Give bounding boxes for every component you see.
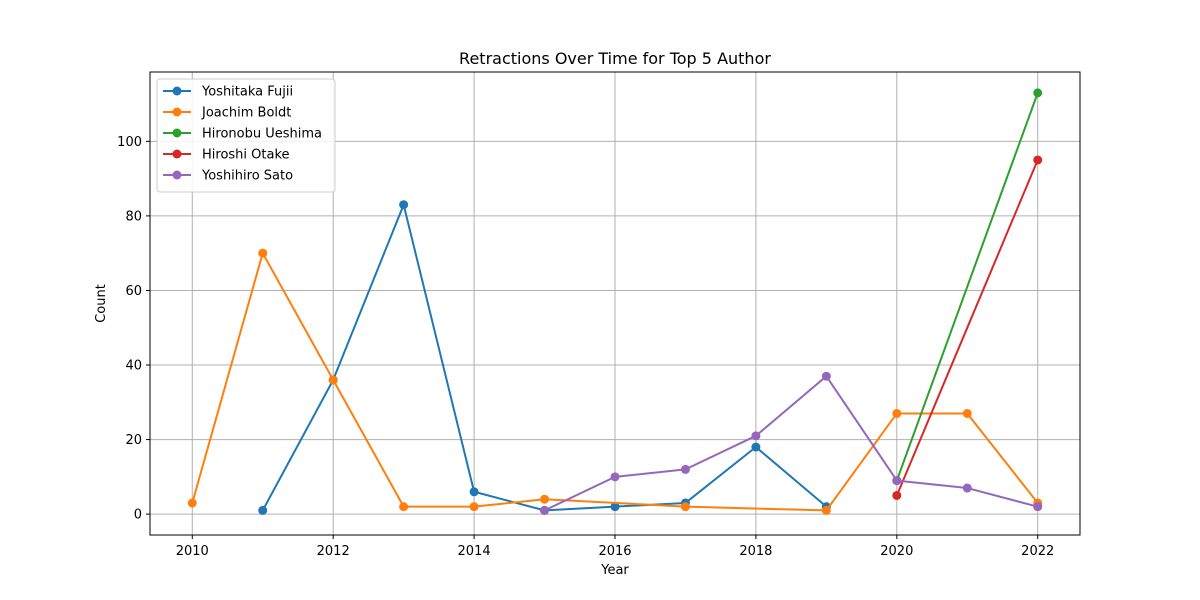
- data-point: [258, 505, 268, 515]
- data-point: [892, 490, 902, 500]
- data-point: [540, 505, 550, 515]
- x-tick-label: 2020: [880, 544, 913, 559]
- legend: Yoshitaka Fujii Joachim Boldt Hironobu Ues…: [156, 78, 336, 193]
- legend-swatch-marker: [172, 170, 182, 180]
- x-tick-label: 2014: [458, 544, 491, 559]
- series-line: [544, 375, 1038, 512]
- grid: [150, 72, 1080, 535]
- legend-swatch-marker: [172, 86, 182, 96]
- data-point: [1033, 502, 1043, 512]
- y-tick-label: 0: [134, 508, 142, 523]
- y-tick-label: 60: [125, 284, 142, 299]
- y-axis-ticks: 0 20 40 60 80 100: [117, 135, 150, 523]
- series-yoshihiro-sato: [540, 371, 1043, 515]
- x-tick-label: 2016: [598, 544, 631, 559]
- x-axis-ticks: 2010 2012 2014 2016 2018 2020 2022: [176, 535, 1054, 559]
- data-point: [962, 483, 972, 493]
- x-tick-label: 2012: [317, 544, 350, 559]
- data-point: [187, 498, 197, 508]
- series-line: [261, 203, 828, 512]
- legend-item: Yoshihiro Sato: [163, 169, 293, 184]
- data-point: [821, 505, 831, 515]
- data-point: [751, 431, 761, 441]
- series-line: [895, 92, 1039, 481]
- data-point: [328, 375, 338, 385]
- data-point: [1033, 88, 1043, 98]
- legend-label: Hiroshi Otake: [202, 148, 290, 163]
- series-hironobu-ueshima: [892, 88, 1043, 486]
- data-point: [680, 464, 690, 474]
- chart-title: Retractions Over Time for Top 5 Author: [459, 49, 771, 68]
- y-axis-label: Count: [94, 284, 109, 323]
- legend-box: [156, 78, 336, 193]
- legend-swatch-marker: [172, 149, 182, 159]
- x-tick-label: 2010: [176, 544, 209, 559]
- data-point: [751, 442, 761, 452]
- data-point: [399, 502, 409, 512]
- y-tick-label: 40: [125, 359, 142, 374]
- x-tick-label: 2018: [739, 544, 772, 559]
- data-point: [892, 476, 902, 486]
- series-layer: [187, 88, 1043, 515]
- series-yoshitaka-fujii: [258, 200, 831, 515]
- legend-item: Hironobu Ueshima: [163, 127, 322, 142]
- data-point: [610, 502, 620, 512]
- data-point: [469, 487, 479, 497]
- data-point: [469, 502, 479, 512]
- y-tick-label: 20: [125, 433, 142, 448]
- legend-label: Yoshitaka Fujii: [201, 85, 293, 100]
- legend-item: Yoshitaka Fujii: [163, 85, 293, 100]
- legend-label: Yoshihiro Sato: [201, 169, 293, 184]
- legend-swatch-marker: [172, 107, 182, 117]
- series-hiroshi-otake: [892, 155, 1043, 500]
- y-tick-label: 80: [125, 209, 142, 224]
- series-line: [895, 159, 1039, 496]
- legend-swatch-marker: [172, 128, 182, 138]
- data-point: [962, 408, 972, 418]
- data-point: [258, 248, 268, 258]
- x-tick-label: 2022: [1021, 544, 1054, 559]
- data-point: [399, 200, 409, 210]
- x-axis-label: Year: [600, 563, 629, 578]
- data-point: [680, 502, 690, 512]
- data-point: [821, 371, 831, 381]
- legend-item: Hiroshi Otake: [163, 148, 290, 163]
- data-point: [892, 408, 902, 418]
- legend-label: Hironobu Ueshima: [202, 127, 322, 142]
- data-point: [610, 472, 620, 482]
- data-point: [1033, 155, 1043, 165]
- legend-label: Joachim Boldt: [201, 106, 291, 121]
- y-tick-label: 100: [117, 135, 142, 150]
- data-point: [540, 494, 550, 504]
- legend-item: Joachim Boldt: [163, 106, 291, 121]
